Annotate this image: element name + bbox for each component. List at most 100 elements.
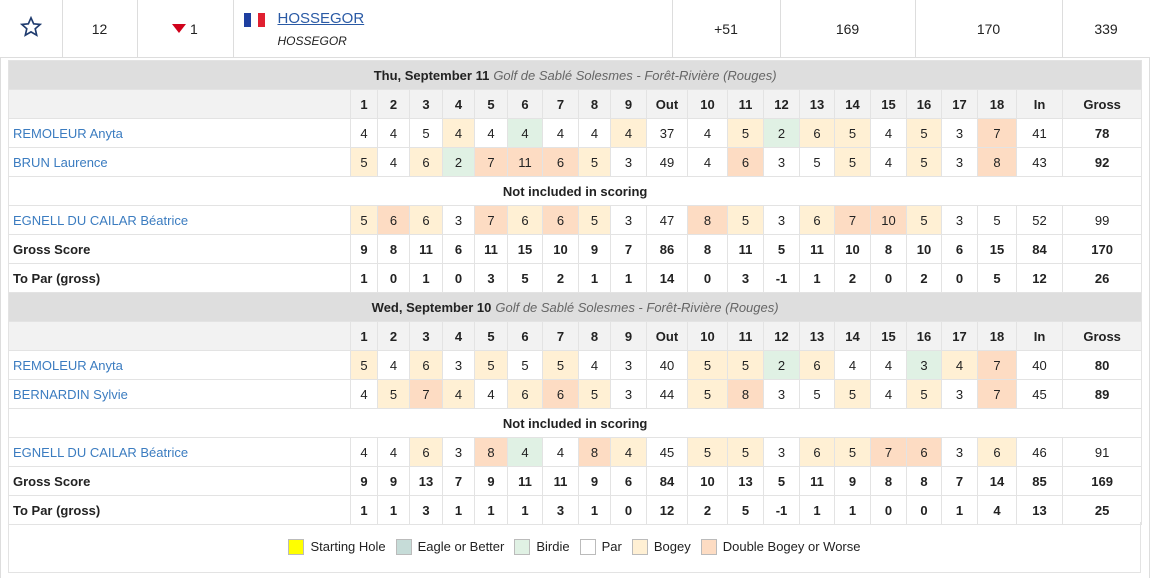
column-label: 18: [977, 321, 1017, 351]
score: 4: [350, 437, 378, 467]
score: 4: [542, 437, 579, 467]
score: 10: [906, 234, 942, 264]
score: 5: [377, 379, 410, 409]
column-label: 17: [941, 321, 978, 351]
score: 0: [941, 263, 978, 293]
score: 4: [377, 350, 410, 380]
player-name[interactable]: EGNELL DU CAILAR Béatrice: [13, 444, 189, 460]
score: 37: [646, 118, 688, 148]
score: 2: [763, 118, 800, 148]
column-label: Out: [646, 321, 688, 351]
score: 4: [834, 350, 871, 380]
column-label: 8: [578, 321, 611, 351]
legend-swatch: [514, 539, 531, 556]
score: 5: [834, 437, 871, 467]
score: 10: [834, 234, 871, 264]
name-cell: EGNELL DU CAILAR Béatrice: [8, 205, 351, 235]
score: 91: [1061, 437, 1143, 467]
column-label: 12: [763, 89, 800, 119]
player-name[interactable]: BERNARDIN Sylvie: [13, 386, 128, 402]
score: 3: [409, 495, 443, 525]
favorite-cell[interactable]: [0, 0, 63, 58]
player-name[interactable]: REMOLEUR Anyta: [13, 125, 123, 141]
score: 0: [870, 495, 907, 525]
player-row: EGNELL DU CAILAR Béatrice 4 4 6 3 8 4 4 8 4 45 5 5 3 6…: [8, 437, 1143, 467]
team-name[interactable]: HOSSEGOR: [277, 9, 365, 27]
score: 5: [763, 234, 800, 264]
score: 15: [507, 234, 543, 264]
score: 43: [1016, 147, 1063, 177]
column-label: 16: [906, 89, 942, 119]
score: 3: [906, 350, 942, 380]
score: 4: [870, 118, 907, 148]
score: 3: [727, 263, 764, 293]
column-label: 11: [727, 321, 764, 351]
score: 4: [870, 350, 907, 380]
score: 4: [507, 118, 543, 148]
score: 5: [687, 437, 728, 467]
legend-item: Double Bogey or Worse: [700, 539, 861, 556]
name-cell: BERNARDIN Sylvie: [8, 379, 351, 409]
score: 5: [350, 147, 378, 177]
score: 0: [870, 263, 907, 293]
round-title: Wed, September 10 Golf de Sablé Solesmes …: [7, 292, 1143, 322]
score: 4: [474, 118, 508, 148]
score: 0: [906, 495, 942, 525]
name-cell: BRUN Laurence: [8, 147, 351, 177]
score: 4: [542, 118, 579, 148]
column-label: 9: [610, 89, 647, 119]
score: 5: [727, 350, 764, 380]
score: 11: [799, 466, 835, 496]
score: 3: [763, 147, 800, 177]
player-name[interactable]: BRUN Laurence: [13, 154, 108, 170]
name-cell: To Par (gross): [8, 495, 351, 525]
score: 1: [578, 263, 611, 293]
column-label: 3: [409, 89, 443, 119]
score: 1: [610, 263, 647, 293]
score: 3: [542, 495, 579, 525]
star-icon[interactable]: [19, 15, 42, 38]
score: 6: [377, 205, 410, 235]
column-label: 10: [687, 89, 728, 119]
column-label: 6: [507, 89, 543, 119]
score: 169: [1061, 466, 1143, 496]
score: 99: [1061, 205, 1143, 235]
score: 9: [578, 234, 611, 264]
player-name[interactable]: EGNELL DU CAILAR Béatrice: [13, 212, 189, 228]
column-label: 8: [578, 89, 611, 119]
score: 2: [906, 263, 942, 293]
row-label: Gross Score: [13, 473, 91, 489]
score: 3: [941, 379, 978, 409]
legend-label: Bogey: [653, 538, 691, 554]
course-name: Golf de Sablé Solesmes - Forêt-Rivière (…: [495, 299, 779, 315]
column-label: 17: [941, 89, 978, 119]
score: 2: [442, 147, 475, 177]
score: 6: [542, 379, 579, 409]
note: Not included in scoring: [7, 176, 1143, 206]
score: 40: [1016, 350, 1063, 380]
legend-swatch: [579, 539, 596, 556]
score: 6: [610, 466, 647, 496]
score: 1: [507, 495, 543, 525]
column-label: 5: [474, 321, 508, 351]
score: 5: [834, 118, 871, 148]
score: 3: [941, 205, 978, 235]
column-label: 2: [377, 321, 410, 351]
score: 5: [350, 350, 378, 380]
score: 8: [977, 147, 1017, 177]
legend-label: Eagle or Better: [417, 538, 505, 554]
legend-swatch: [631, 539, 648, 556]
player-name[interactable]: REMOLEUR Anyta: [13, 357, 123, 373]
score: 13: [409, 466, 443, 496]
score: 8: [687, 205, 728, 235]
score: 46: [1016, 437, 1063, 467]
score: 9: [578, 466, 611, 496]
score: 4: [610, 437, 647, 467]
score: 5: [727, 205, 764, 235]
legend-label: Par: [601, 538, 622, 554]
score: 1: [799, 495, 835, 525]
score: 4: [941, 350, 978, 380]
player-row: BRUN Laurence 5 4 6 2 7 11 6 5 3 49 4 6 3 5 5 4 5 3 8 43 92: [8, 147, 1143, 177]
column-label: 16: [906, 321, 942, 351]
score: 89: [1061, 379, 1143, 409]
